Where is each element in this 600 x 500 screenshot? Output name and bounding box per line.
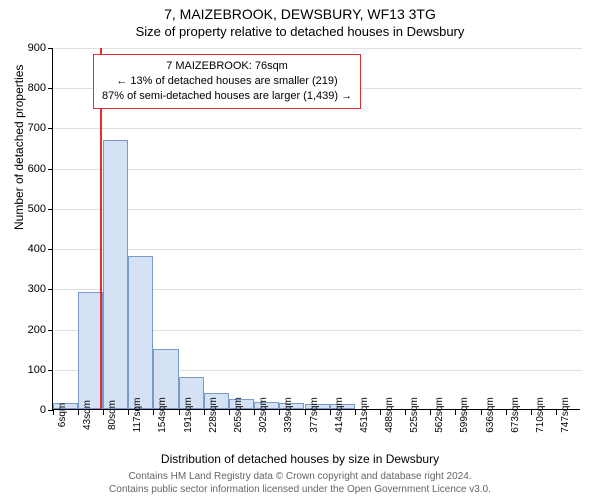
ytick [48, 330, 53, 331]
chart-area: 01002003004005006007008009006sqm43sqm80s… [52, 48, 580, 410]
footer-line-2: Contains public sector information licen… [0, 484, 600, 497]
ytick-label: 600 [28, 163, 46, 175]
xtick [279, 410, 280, 415]
xtick [179, 410, 180, 415]
xtick [78, 410, 79, 415]
ytick [48, 88, 53, 89]
xtick [355, 410, 356, 415]
xtick [330, 410, 331, 415]
ytick [48, 128, 53, 129]
ytick-label: 400 [28, 243, 46, 255]
histogram-bar [128, 256, 153, 409]
ytick [48, 209, 53, 210]
ytick-label: 700 [28, 122, 46, 134]
y-axis-label: Number of detached properties [12, 65, 26, 230]
ytick [48, 48, 53, 49]
xtick-label: 710sqm [535, 397, 546, 433]
page-title: 7, MAIZEBROOK, DEWSBURY, WF13 3TG [0, 0, 600, 22]
page-subtitle: Size of property relative to detached ho… [0, 22, 600, 43]
gridline [53, 128, 582, 129]
xtick-label: 117sqm [132, 398, 143, 433]
xtick [455, 410, 456, 415]
info-box-line: 87% of semi-detached houses are larger (… [102, 89, 352, 104]
footer-attribution: Contains HM Land Registry data © Crown c… [0, 471, 600, 496]
xtick [53, 410, 54, 415]
xtick-label: 377sqm [309, 397, 320, 433]
xtick [405, 410, 406, 415]
xtick [204, 410, 205, 415]
xtick-label: 6sqm [57, 403, 68, 427]
xtick-label: 339sqm [283, 397, 294, 433]
ytick [48, 169, 53, 170]
xtick-label: 191sqm [183, 397, 194, 433]
xtick [556, 410, 557, 415]
xtick [430, 410, 431, 415]
xtick [506, 410, 507, 415]
xtick-label: 451sqm [359, 397, 370, 433]
xtick-label: 80sqm [107, 400, 118, 430]
ytick-label: 300 [28, 283, 46, 295]
xtick [229, 410, 230, 415]
xtick-label: 414sqm [334, 397, 345, 433]
xtick-label: 636sqm [485, 397, 496, 433]
xtick-label: 747sqm [560, 397, 571, 433]
footer-line-1: Contains HM Land Registry data © Crown c… [0, 471, 600, 484]
ytick-label: 900 [28, 42, 46, 54]
x-axis-label: Distribution of detached houses by size … [0, 452, 600, 466]
ytick-label: 0 [40, 404, 46, 416]
xtick [305, 410, 306, 415]
ytick-label: 200 [28, 324, 46, 336]
property-info-box: 7 MAIZEBROOK: 76sqm← 13% of detached hou… [93, 54, 361, 109]
plot-area: 01002003004005006007008009006sqm43sqm80s… [52, 48, 580, 410]
xtick-label: 302sqm [258, 397, 269, 433]
xtick-label: 525sqm [409, 397, 420, 433]
ytick-label: 800 [28, 82, 46, 94]
ytick-label: 100 [28, 364, 46, 376]
gridline [53, 209, 582, 210]
xtick-label: 488sqm [384, 397, 395, 433]
histogram-bar [103, 140, 128, 409]
gridline [53, 169, 582, 170]
xtick [128, 410, 129, 415]
xtick [254, 410, 255, 415]
ytick [48, 289, 53, 290]
xtick-label: 562sqm [434, 397, 445, 433]
ytick-label: 500 [28, 203, 46, 215]
ytick [48, 249, 53, 250]
xtick-label: 228sqm [208, 397, 219, 433]
xtick-label: 599sqm [459, 397, 470, 433]
info-box-line: 7 MAIZEBROOK: 76sqm [102, 59, 352, 74]
xtick-label: 265sqm [233, 397, 244, 433]
xtick [103, 410, 104, 415]
xtick [153, 410, 154, 415]
xtick [531, 410, 532, 415]
gridline [53, 48, 582, 49]
xtick-label: 673sqm [510, 397, 521, 433]
ytick [48, 370, 53, 371]
xtick [380, 410, 381, 415]
gridline [53, 249, 582, 250]
info-box-line: ← 13% of detached houses are smaller (21… [102, 74, 352, 89]
xtick-label: 43sqm [82, 400, 93, 430]
xtick-label: 154sqm [157, 397, 168, 433]
xtick [481, 410, 482, 415]
